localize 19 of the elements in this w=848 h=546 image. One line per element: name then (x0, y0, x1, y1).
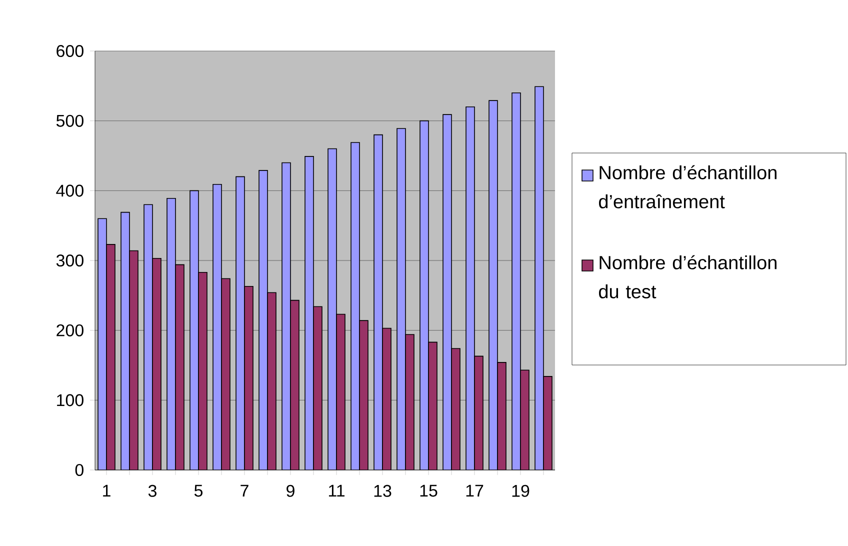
y-tick-label: 0 (75, 464, 84, 476)
y-tick-label: 500 (56, 114, 84, 127)
x-tick-label: 13 (374, 484, 392, 497)
x-tick-label: 11 (328, 484, 344, 497)
x-tick-label: 17 (466, 484, 484, 497)
x-tick-label: 7 (240, 484, 248, 497)
x-tick-label: 9 (286, 484, 294, 497)
x-tick-label: 1 (103, 484, 110, 497)
x-tick-label: 5 (194, 484, 203, 497)
y-tick-label: 300 (56, 254, 84, 267)
y-tick-label: 600 (56, 44, 84, 58)
legend-label: Nombre d’échantillon d’entraînement (599, 165, 776, 208)
x-tick-label: 3 (148, 484, 156, 497)
legend-label: Nombre d’échantillon du test (599, 255, 776, 298)
y-tick-label: 400 (56, 184, 84, 197)
y-tick-label: 100 (57, 394, 84, 406)
y-tick-label: 200 (56, 324, 84, 336)
x-tick-label: 19 (512, 484, 530, 497)
x-tick-label: 15 (420, 484, 438, 497)
